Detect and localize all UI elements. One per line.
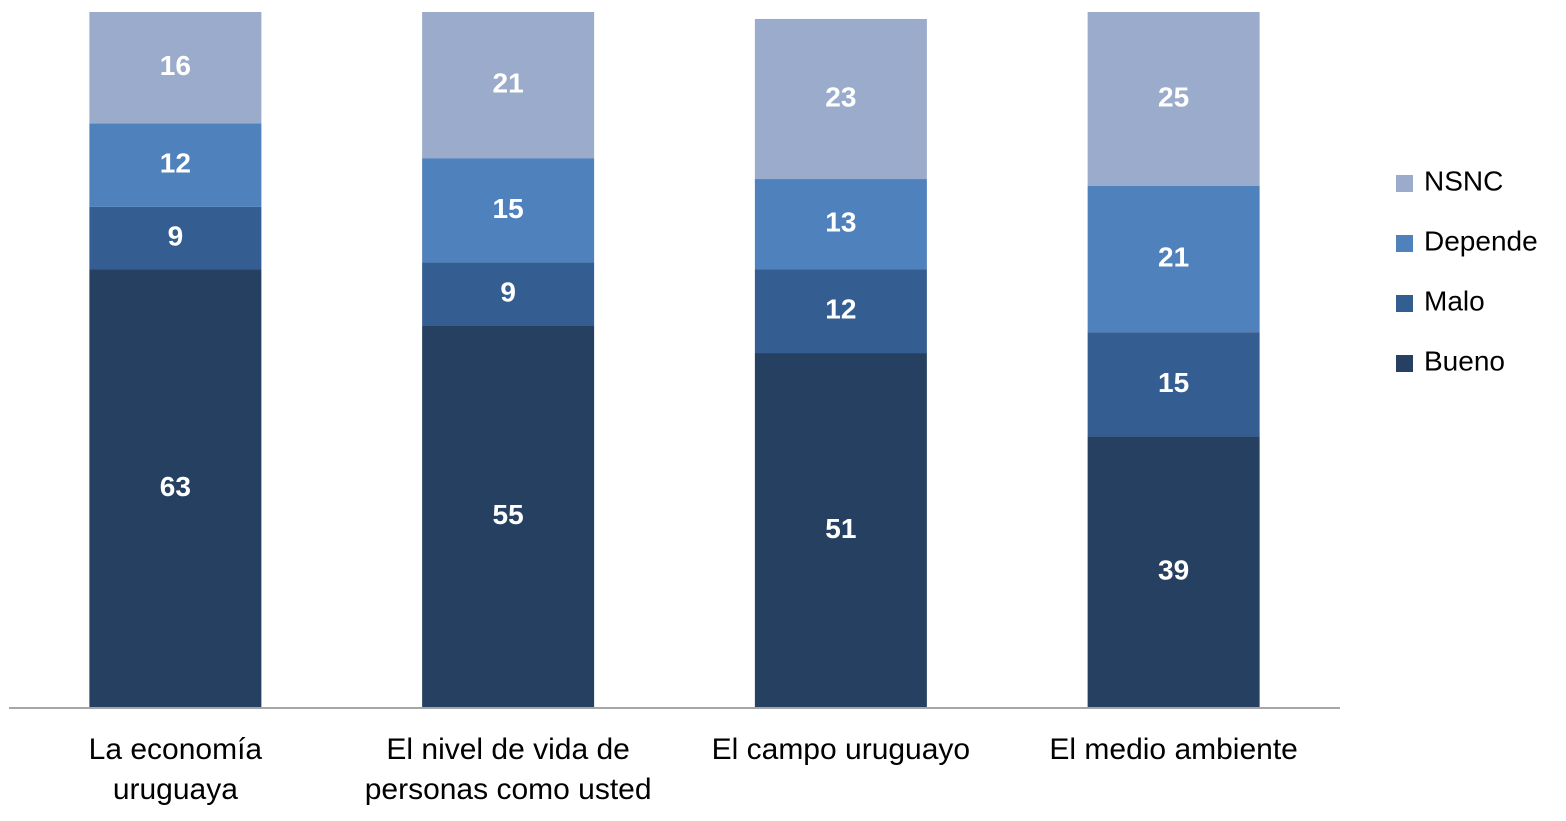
bar-segment <box>1087 332 1260 437</box>
bar-segment <box>1087 12 1260 186</box>
data-label: 16 <box>160 50 191 81</box>
legend-label: Bueno <box>1424 345 1505 376</box>
x-tick-label: El medio ambiente <box>1049 733 1298 766</box>
x-tick-label: El campo uruguayo <box>711 733 971 766</box>
legend-swatch <box>1396 235 1413 252</box>
bar-segment <box>754 269 927 354</box>
legend-label: NSNC <box>1424 165 1503 196</box>
legend-label: Depende <box>1424 225 1538 256</box>
bar-segment <box>422 158 595 263</box>
data-label: 15 <box>1158 367 1189 398</box>
bar-segment <box>89 12 262 124</box>
data-label: 21 <box>1158 241 1189 272</box>
data-label: 63 <box>160 471 191 502</box>
data-label: 55 <box>493 499 524 530</box>
x-tick-label: El nivel de vida de personas como usted <box>364 733 652 806</box>
data-label: 25 <box>1158 81 1189 112</box>
bar-segment <box>422 262 595 326</box>
bar-segment <box>754 353 927 708</box>
data-label: 21 <box>493 67 524 98</box>
legend-swatch <box>1396 355 1413 372</box>
data-label: 15 <box>493 193 524 224</box>
data-label: 51 <box>825 513 856 544</box>
legend-swatch <box>1396 175 1413 192</box>
bar-segment <box>89 269 262 708</box>
legend-swatch <box>1396 295 1413 312</box>
data-label: 12 <box>825 294 856 325</box>
bar-segment <box>422 12 595 159</box>
bar-segment <box>1087 436 1260 708</box>
data-label: 23 <box>825 81 856 112</box>
bar-segment <box>1087 186 1260 333</box>
data-label: 9 <box>168 221 184 252</box>
bar-segment <box>754 18 927 180</box>
legend-label: Malo <box>1424 285 1485 316</box>
bar-segment <box>422 325 595 708</box>
data-label: 9 <box>500 276 516 307</box>
bar-segment <box>754 179 927 270</box>
data-label: 39 <box>1158 555 1189 586</box>
data-label: 12 <box>160 148 191 179</box>
bar-segment <box>89 123 262 207</box>
x-tick-label: La economía uruguaya <box>88 733 263 806</box>
data-label: 13 <box>825 207 856 238</box>
bar-segment <box>89 206 262 270</box>
